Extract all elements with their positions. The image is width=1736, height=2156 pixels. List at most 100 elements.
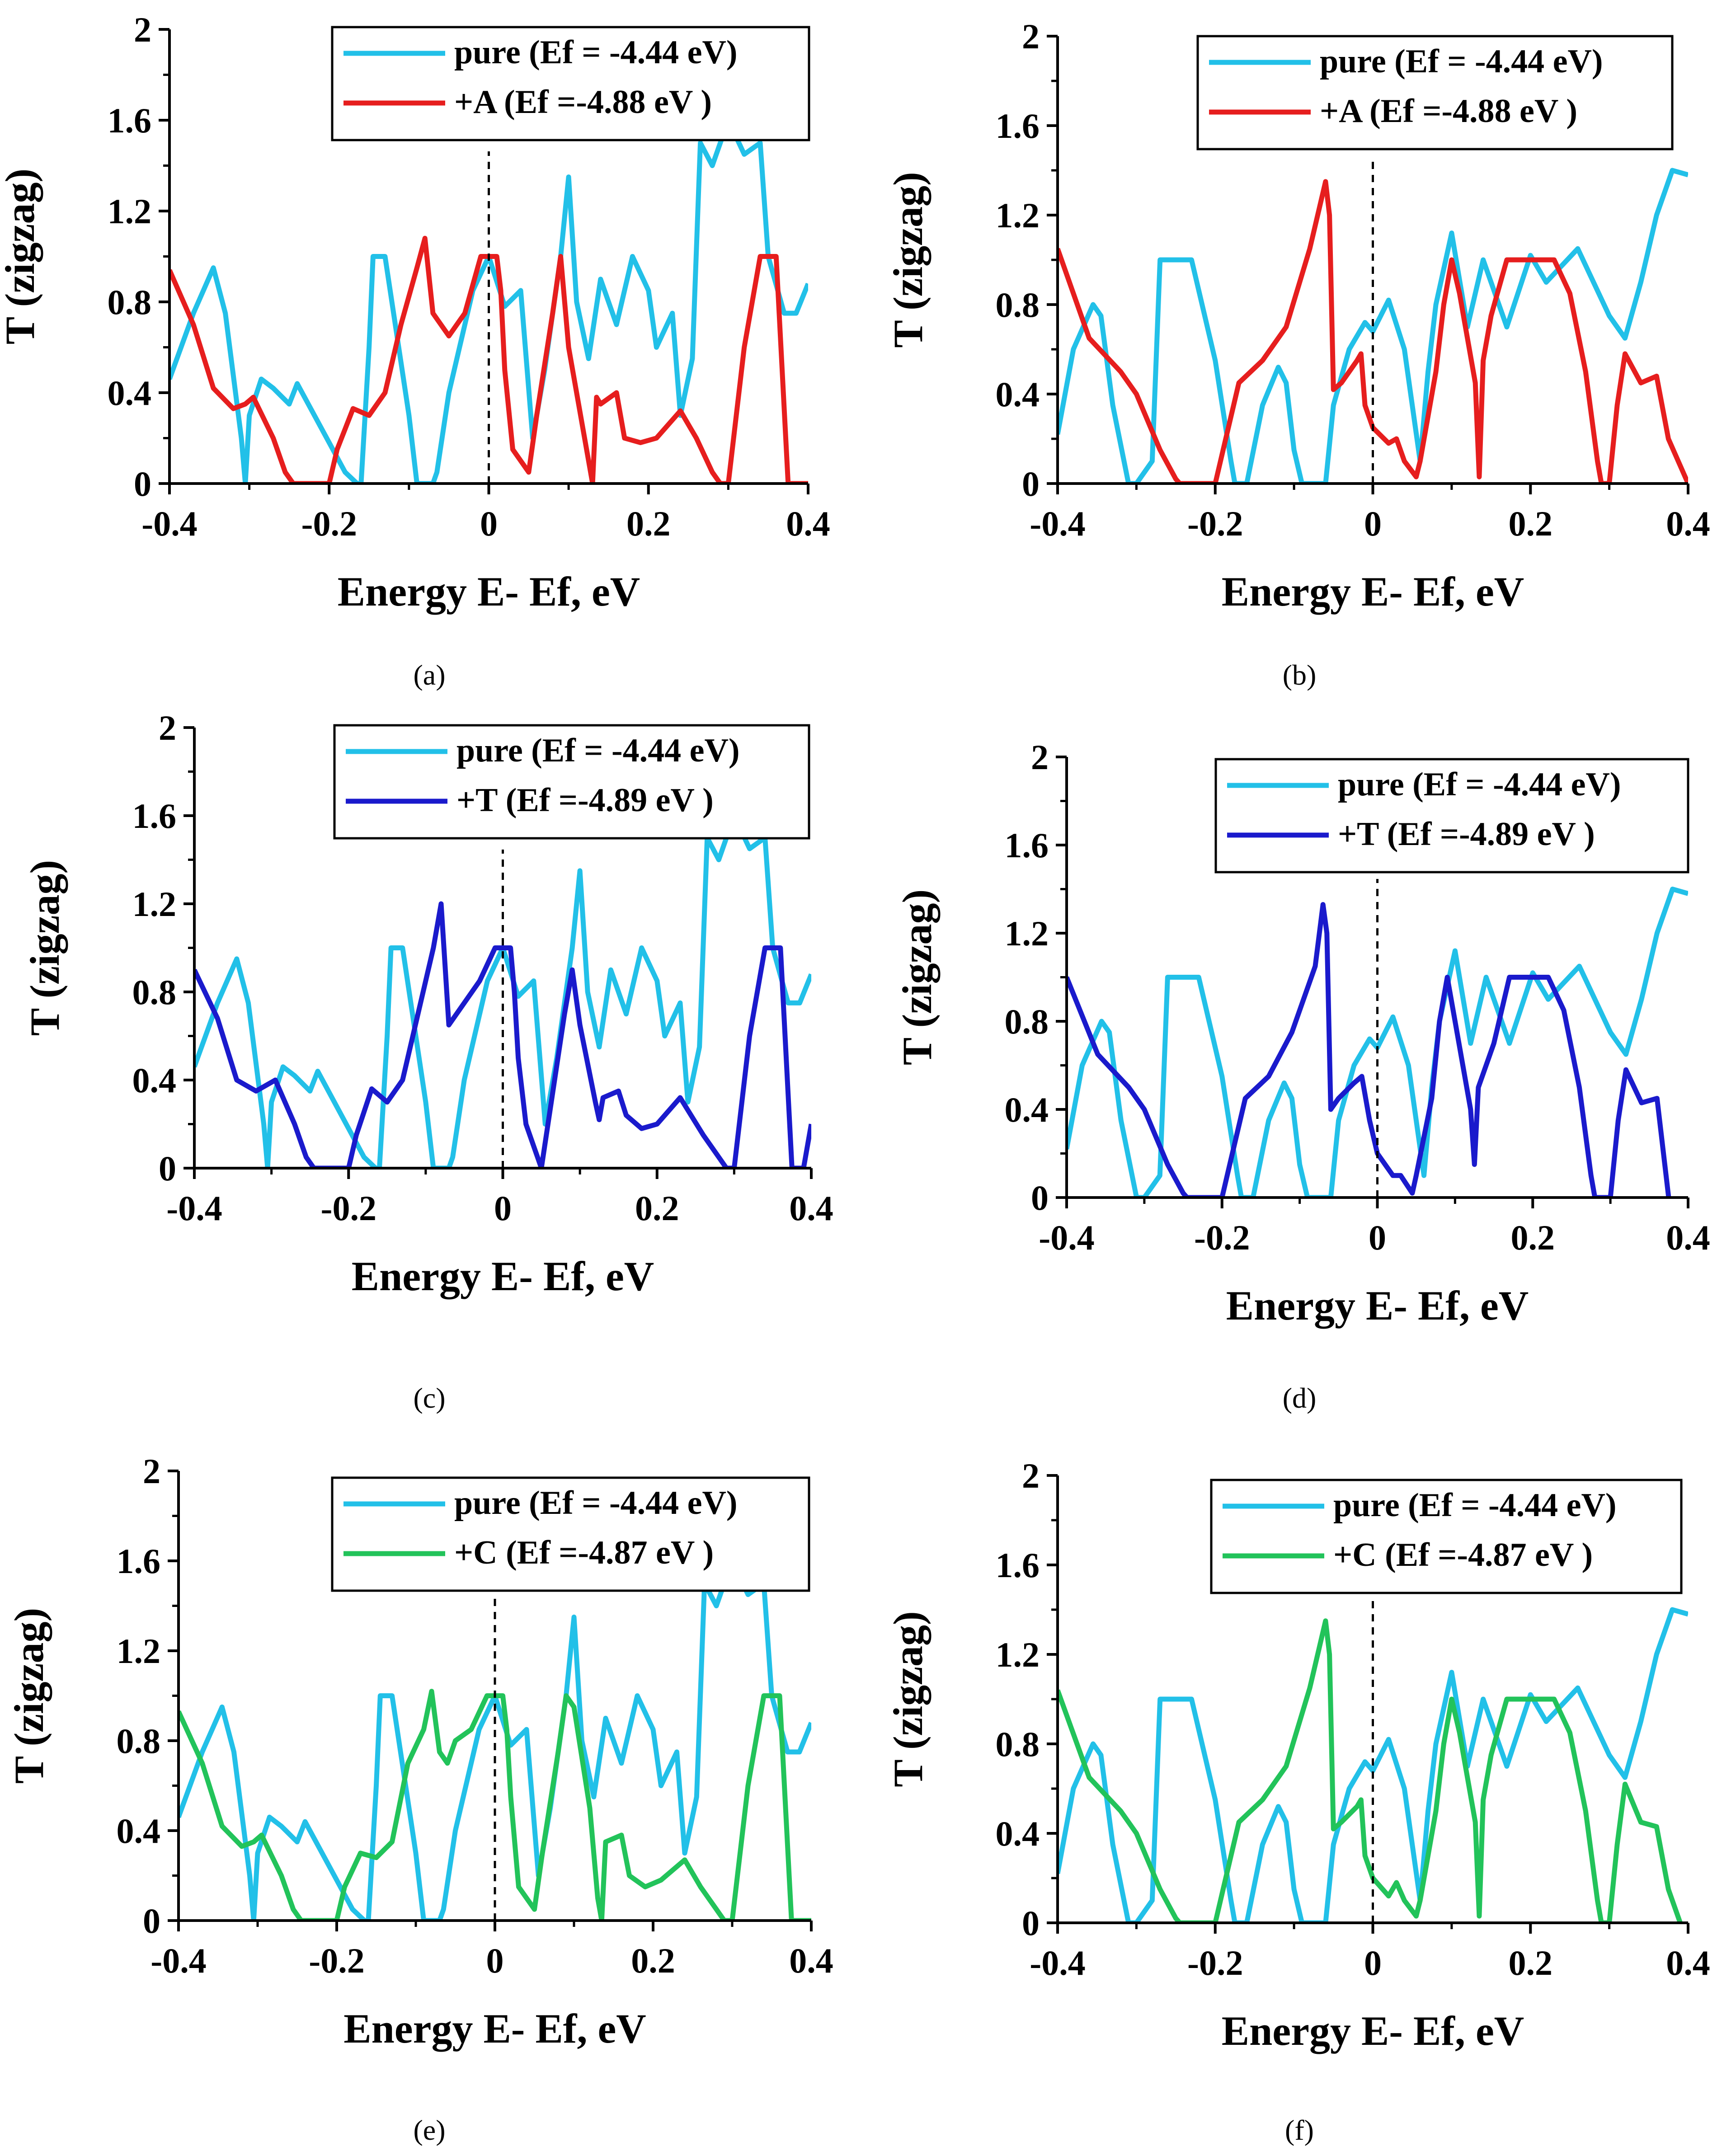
x-tick-label: 0.4	[1666, 1943, 1710, 1982]
y-tick-label: 2	[134, 10, 151, 49]
panel-caption: (b)	[1283, 659, 1317, 691]
y-tick-label: 1.6	[1005, 826, 1049, 865]
legend-label-A: +A (Ef =-4.88 eV )	[454, 84, 712, 121]
x-tick-label: 0.4	[789, 1188, 833, 1228]
x-tick-label: 0	[494, 1188, 512, 1228]
y-axis-title: T (zigzag)	[22, 860, 68, 1036]
y-tick-label: 0.4	[117, 1811, 161, 1851]
y-tick-label: 0.4	[132, 1061, 177, 1100]
x-tick-label: 0.2	[1509, 1943, 1553, 1982]
y-tick-label: 0.4	[108, 373, 152, 413]
legend-box	[1196, 35, 1674, 150]
y-tick-label: 1.6	[132, 796, 177, 836]
x-tick-label: 0.4	[789, 1941, 833, 1980]
x-tick-label: -0.2	[321, 1188, 376, 1228]
y-tick-label: 1.6	[996, 106, 1040, 146]
panel-caption: (f)	[1285, 2114, 1314, 2146]
y-tick-label: 0	[143, 1901, 160, 1940]
x-tick-label: 0.4	[786, 504, 830, 543]
y-tick-label: 1.2	[117, 1631, 161, 1671]
y-tick-label: 1.2	[108, 192, 152, 231]
x-tick-label: 0.2	[635, 1188, 679, 1228]
y-axis-title: T (zigzag)	[0, 169, 43, 344]
y-tick-label: 1.2	[996, 196, 1040, 235]
y-axis-title: T (zigzag)	[885, 1611, 931, 1787]
legend-label-C: +C (Ef =-4.87 eV )	[1333, 1536, 1593, 1574]
y-tick-label: 0.4	[996, 1814, 1040, 1853]
x-tick-label: 0.4	[1666, 1218, 1710, 1257]
x-axis-title: Energy E- Ef, eV	[1226, 1282, 1529, 1329]
panel-caption: (e)	[413, 2114, 445, 2146]
x-tick-label: 0	[1369, 1218, 1386, 1257]
y-tick-label: 2	[143, 1451, 160, 1491]
legend: pure (Ef = -4.44 eV) +T (Ef =-4.89 eV )	[333, 724, 810, 840]
x-tick-label: -0.4	[1030, 504, 1085, 543]
legend-label-pure: pure (Ef = -4.44 eV)	[454, 34, 738, 71]
legend-box	[333, 724, 810, 840]
y-tick-label: 0	[1022, 1903, 1040, 1943]
y-tick-label: 1.6	[117, 1541, 161, 1581]
y-tick-label: 0.8	[108, 282, 152, 322]
legend-label-pure: pure (Ef = -4.44 eV)	[1338, 766, 1621, 803]
x-tick-label: -0.4	[166, 1188, 222, 1228]
y-tick-label: 0.4	[1005, 1090, 1049, 1129]
panel-caption: (d)	[1283, 1382, 1317, 1414]
legend-box	[331, 1476, 810, 1592]
y-tick-label: 0	[1022, 464, 1040, 503]
series-line-T	[1067, 902, 1671, 1198]
legend-label-pure: pure (Ef = -4.44 eV)	[456, 732, 740, 769]
y-tick-label: 2	[1031, 737, 1049, 777]
y-tick-label: 0	[159, 1149, 176, 1188]
legend: pure (Ef = -4.44 eV) +A (Ef =-4.88 eV )	[331, 26, 810, 141]
y-tick-label: 0.8	[996, 1724, 1040, 1764]
series-line-C	[1058, 1618, 1683, 1924]
x-tick-label: -0.2	[1187, 504, 1243, 543]
chart-panel-2: -0.4 -0.2 0 0.2 0.4 0 0.4 0.8 1.2 1.6 2 Energy E- E…	[885, 17, 1710, 691]
legend-label-pure: pure (Ef = -4.44 eV)	[1333, 1487, 1617, 1524]
panel-caption: (a)	[413, 659, 445, 691]
panel-caption: (c)	[413, 1382, 445, 1414]
chart-panel-6: -0.4 -0.2 0 0.2 0.4 0 0.4 0.8 1.2 1.6 2 Energy E- E…	[885, 1456, 1710, 2146]
legend: pure (Ef = -4.44 eV) +A (Ef =-4.88 eV )	[1196, 35, 1674, 150]
legend: pure (Ef = -4.44 eV) +C (Ef =-4.87 eV )	[331, 1476, 810, 1592]
legend-label-pure: pure (Ef = -4.44 eV)	[1320, 43, 1603, 80]
legend-label-T: +T (Ef =-4.89 eV )	[456, 782, 714, 819]
y-tick-label: 0.8	[1005, 1002, 1049, 1041]
chart-panel-3: -0.4 -0.2 0 0.2 0.4 0 0.4 0.8 1.2 1.6 2 Energy E- E…	[22, 708, 833, 1414]
x-tick-label: -0.4	[141, 504, 197, 543]
chart-panel-5: -0.4 -0.2 0 0.2 0.4 0 0.4 0.8 1.2 1.6 2 Energy E- E…	[6, 1451, 833, 2146]
legend-box	[331, 26, 810, 141]
x-tick-label: 0.2	[1511, 1218, 1555, 1257]
y-tick-label: 0.4	[996, 375, 1040, 414]
y-axis-title: T (zigzag)	[6, 1608, 52, 1784]
y-tick-label: 1.2	[996, 1635, 1040, 1674]
x-axis-title: Energy E- Ef, eV	[352, 1253, 654, 1299]
chart-panel-1: -0.4 -0.2 0 0.2 0.4 0 0.4 0.8 1.2 1.6 2 Energy E- E…	[0, 10, 830, 691]
y-tick-label: 1.6	[996, 1545, 1040, 1585]
legend: pure (Ef = -4.44 eV) +T (Ef =-4.89 eV )	[1214, 758, 1689, 874]
y-tick-label: 2	[1022, 1456, 1040, 1495]
y-tick-label: 1.2	[1005, 914, 1049, 953]
legend-label-pure: pure (Ef = -4.44 eV)	[454, 1484, 738, 1522]
chart-panel-4: -0.4 -0.2 0 0.2 0.4 0 0.4 0.8 1.2 1.6 2 Energy E- E…	[894, 737, 1710, 1414]
y-tick-label: 1.2	[132, 884, 177, 924]
y-tick-label: 0	[1031, 1178, 1049, 1217]
series-line-C	[179, 1689, 811, 1921]
x-tick-label: 0	[480, 504, 498, 543]
x-tick-label: 0	[486, 1941, 504, 1980]
y-tick-label: 0.8	[117, 1721, 161, 1761]
series-line-pure	[169, 117, 808, 484]
x-axis-title: Energy E- Ef, eV	[1222, 568, 1524, 615]
series-line-pure	[1058, 168, 1688, 484]
legend-label-C: +C (Ef =-4.87 eV )	[454, 1534, 714, 1571]
y-axis-title: T (zigzag)	[894, 889, 940, 1065]
series-line-pure	[1058, 1607, 1688, 1924]
x-axis-title: Energy E- Ef, eV	[343, 2006, 646, 2052]
x-tick-label: -0.2	[1187, 1943, 1243, 1982]
y-tick-label: 0.8	[132, 972, 177, 1012]
x-tick-label: 0.4	[1666, 504, 1710, 543]
x-tick-label: 0.2	[1509, 504, 1553, 543]
x-tick-label: -0.2	[301, 504, 357, 543]
y-tick-label: 0	[134, 464, 151, 503]
legend-label-A: +A (Ef =-4.88 eV )	[1320, 93, 1577, 130]
